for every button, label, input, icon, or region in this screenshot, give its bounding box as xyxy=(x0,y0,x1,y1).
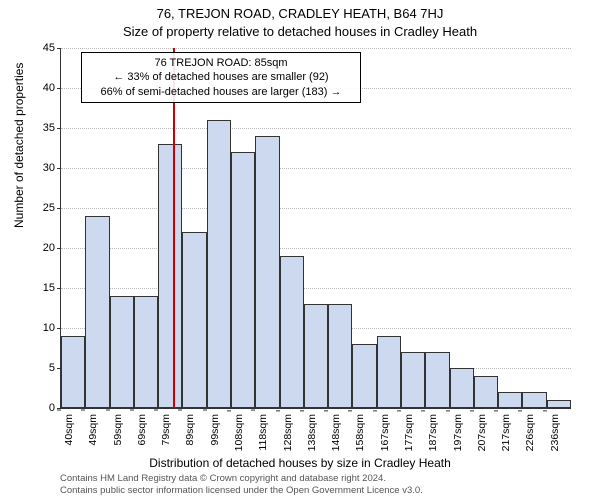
attribution-line: Contains public sector information licen… xyxy=(60,485,423,496)
x-tick-label: 167sqm xyxy=(379,414,391,451)
x-tick-label: 158sqm xyxy=(354,414,366,451)
x-tick-label: 59sqm xyxy=(112,414,124,446)
x-tick-label: 89sqm xyxy=(184,414,196,446)
x-tick-label: 148sqm xyxy=(330,414,342,451)
x-tick-label: 40sqm xyxy=(63,414,75,446)
attribution-line: Contains HM Land Registry data © Crown c… xyxy=(60,473,423,484)
annotation-line: 66% of semi-detached houses are larger (… xyxy=(88,85,354,99)
histogram-bar xyxy=(231,152,255,408)
x-tick-label: 128sqm xyxy=(282,414,294,451)
y-tick-label: 35 xyxy=(43,122,55,134)
y-tick-label: 30 xyxy=(43,162,55,174)
x-tick-label: 49sqm xyxy=(87,414,99,446)
y-tick-label: 20 xyxy=(43,242,55,254)
grid-line xyxy=(61,248,571,249)
annotation-line: 76 TREJON ROAD: 85sqm xyxy=(88,56,354,70)
annotation-box: 76 TREJON ROAD: 85sqm← 33% of detached h… xyxy=(81,52,361,103)
histogram-bar xyxy=(158,144,182,408)
histogram-bar xyxy=(255,136,279,408)
x-tick-label: 177sqm xyxy=(403,414,415,451)
histogram-bar xyxy=(498,392,522,408)
grid-line xyxy=(61,128,571,129)
histogram-bar xyxy=(522,392,546,408)
histogram-bar xyxy=(110,296,134,408)
annotation-line: ← 33% of detached houses are smaller (92… xyxy=(88,70,354,84)
attribution-text: Contains HM Land Registry data © Crown c… xyxy=(60,473,423,496)
x-tick-label: 99sqm xyxy=(209,414,221,446)
grid-line xyxy=(61,168,571,169)
y-tick-label: 15 xyxy=(43,282,55,294)
x-tick-label: 226sqm xyxy=(524,414,536,451)
histogram-bar xyxy=(280,256,304,408)
y-tick-label: 40 xyxy=(43,82,55,94)
y-tick-label: 0 xyxy=(49,402,55,414)
plot-area: 05101520253035404540sqm49sqm59sqm69sqm79… xyxy=(60,48,571,409)
histogram-bar xyxy=(304,304,328,408)
histogram-bar xyxy=(207,120,231,408)
x-tick-label: 108sqm xyxy=(233,414,245,451)
chart-title: 76, TREJON ROAD, CRADLEY HEATH, B64 7HJ xyxy=(0,6,600,21)
x-tick-label: 207sqm xyxy=(476,414,488,451)
x-tick-label: 187sqm xyxy=(427,414,439,451)
x-axis-label: Distribution of detached houses by size … xyxy=(0,456,600,470)
histogram-bar xyxy=(425,352,449,408)
property-size-chart: 76, TREJON ROAD, CRADLEY HEATH, B64 7HJ … xyxy=(0,0,600,500)
histogram-bar xyxy=(450,368,474,408)
grid-line xyxy=(61,288,571,289)
histogram-bar xyxy=(474,376,498,408)
x-tick-label: 79sqm xyxy=(160,414,172,446)
histogram-bar xyxy=(401,352,425,408)
x-tick-label: 69sqm xyxy=(136,414,148,446)
histogram-bar xyxy=(377,336,401,408)
y-tick-label: 45 xyxy=(43,42,55,54)
y-tick-label: 5 xyxy=(49,362,55,374)
grid-line xyxy=(61,48,571,49)
y-axis-label: Number of detached properties xyxy=(12,63,26,228)
y-tick-label: 10 xyxy=(43,322,55,334)
x-tick-label: 217sqm xyxy=(500,414,512,451)
histogram-bar xyxy=(134,296,158,408)
x-tick-label: 118sqm xyxy=(257,414,269,451)
histogram-bar xyxy=(328,304,352,408)
x-tick-label: 197sqm xyxy=(452,414,464,451)
y-tick-label: 25 xyxy=(43,202,55,214)
histogram-bar xyxy=(547,400,571,408)
grid-line xyxy=(61,208,571,209)
x-tick-label: 236sqm xyxy=(549,414,561,451)
chart-subtitle: Size of property relative to detached ho… xyxy=(0,24,600,39)
histogram-bar xyxy=(182,232,206,408)
histogram-bar xyxy=(85,216,109,408)
histogram-bar xyxy=(61,336,85,408)
histogram-bar xyxy=(352,344,376,408)
x-tick-label: 138sqm xyxy=(306,414,318,451)
